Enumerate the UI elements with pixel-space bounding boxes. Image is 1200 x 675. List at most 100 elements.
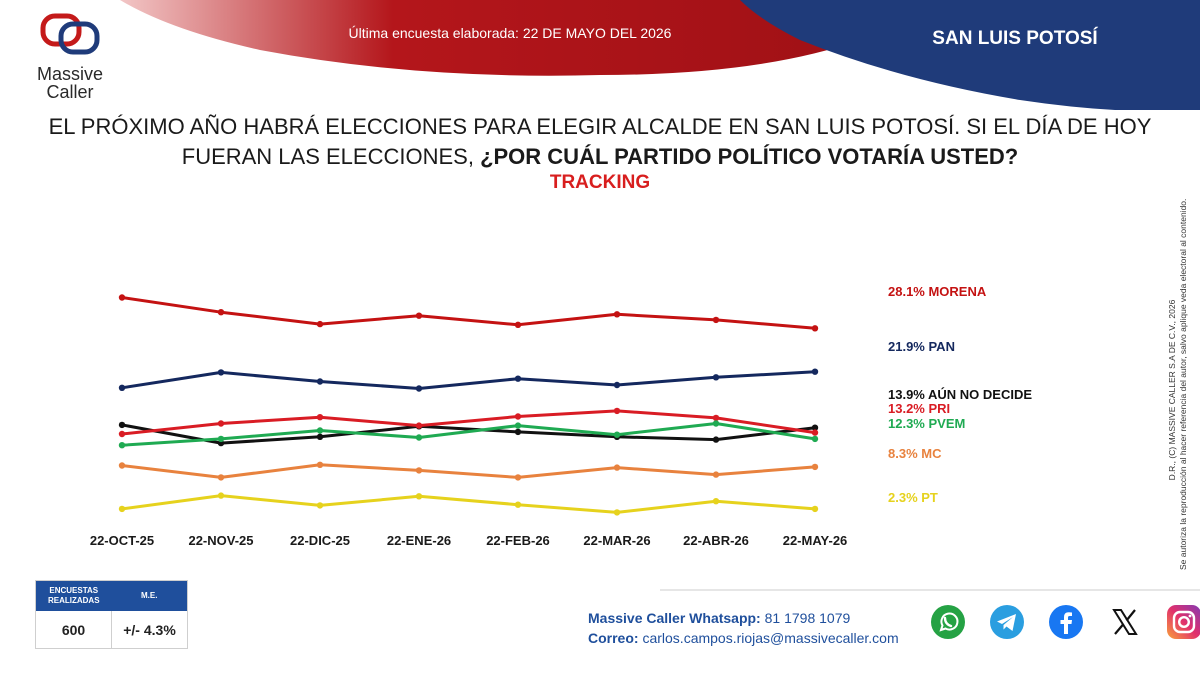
whatsapp-number[interactable]: 81 1798 1079 [764,610,851,626]
series-line [121,422,816,447]
data-point [712,436,720,443]
series-line [121,494,816,514]
data-point [118,294,126,301]
data-point [811,463,819,471]
series-label: 12.3% PVEM [888,416,965,431]
data-point [514,422,522,429]
series-label: 8.3% MC [888,446,942,461]
email-label: Correo: [588,630,639,646]
data-point [217,369,225,376]
survey-date: Última encuesta elaborada: 22 DE MAYO DE… [348,25,672,41]
data-point [316,378,324,385]
region-title: SAN LUIS POTOSÍ [932,28,1098,49]
data-point [316,427,324,434]
stats-value-margin: +/- 4.3% [123,621,176,638]
data-point [316,461,324,468]
x-tick-label: 22-FEB-26 [486,533,550,548]
footer-divider [660,589,1200,591]
data-point [613,381,621,389]
chart-subtitle: TRACKING [549,172,651,193]
logo-mark-icon [40,13,100,55]
series-line [121,463,816,479]
data-point [118,430,126,438]
email-address[interactable]: carlos.campos.riojas@massivecaller.com [642,630,899,646]
copyright-line2: Se autoriza la reproducción al hacer ref… [1178,198,1188,570]
series-label: 13.9% AÚN NO DECIDE [888,387,1032,402]
series-label: 2.3% PT [888,490,938,505]
series-line [121,370,816,390]
facebook-icon[interactable] [1046,602,1086,642]
data-point [415,312,423,319]
data-point [712,414,720,422]
data-point [514,375,522,382]
question-line2: FUERAN LAS ELECCIONES, ¿POR CUÁL PARTIDO… [20,142,1180,172]
stats-header-margin: M.E. [141,591,158,600]
data-point [118,442,126,449]
x-icon[interactable] [1105,602,1145,642]
logo-name-line2: Caller [46,82,94,102]
data-point [316,320,324,328]
data-point [316,414,324,421]
telegram-icon[interactable] [987,602,1027,642]
data-point [712,374,720,381]
data-point [217,474,225,481]
data-point [712,420,720,427]
data-point [316,433,324,440]
data-point [118,462,126,469]
massive-caller-logo: Massive Caller [30,10,110,102]
x-tick-label: 22-DIC-25 [290,533,350,548]
x-tick-label: 22-ABR-26 [683,533,749,548]
data-point [415,467,423,474]
data-point [613,431,621,438]
data-point [118,384,126,391]
whatsapp-label: Massive Caller Whatsapp: [588,610,761,626]
survey-stats-table: ENCUESTAS REALIZADAS M.E. 600 +/- 4.3% [35,580,188,649]
logo-name-line1: Massive [36,64,103,84]
data-point [811,435,819,443]
data-point [613,509,621,516]
data-point [415,422,423,429]
series-label: 13.2% PRI [888,401,950,416]
data-point [613,407,621,415]
data-point [217,435,225,443]
series-line [121,296,816,330]
data-point [514,321,522,328]
data-point [415,493,423,500]
x-tick-label: 22-MAY-26 [783,533,848,548]
contact-info: Massive Caller Whatsapp: 81 1798 1079 Co… [588,608,899,648]
data-point [811,429,819,436]
data-point [712,471,720,478]
instagram-icon[interactable] [1164,602,1200,642]
data-point [811,325,819,332]
x-tick-label: 22-MAR-26 [583,533,650,548]
data-point [217,309,225,316]
series-label: 28.1% MORENA [888,284,987,299]
x-tick-label: 22-OCT-25 [90,533,154,548]
data-point [514,474,522,481]
social-links [928,602,1200,642]
copyright-note: D.R., (C) MASSIVE CALLER S.A DE C.V., 20… [1160,198,1196,570]
header-banner [120,0,1200,110]
series-line [121,423,816,445]
data-point [415,385,423,392]
whatsapp-icon[interactable] [928,602,968,642]
data-point [217,420,225,427]
x-tick-label: 22-NOV-25 [188,533,253,548]
data-point [712,316,720,324]
data-point [514,413,522,420]
data-point [415,434,423,441]
question-line1: EL PRÓXIMO AÑO HABRÁ ELECCIONES PARA ELE… [48,114,1152,139]
data-point [811,368,819,375]
data-point [118,421,126,429]
data-point [613,464,621,471]
series-label: 21.9% PAN [888,339,955,354]
question-line2-bold: ¿POR CUÁL PARTIDO POLÍTICO VOTARÍA USTED… [480,144,1019,169]
question-line2-normal: FUERAN LAS ELECCIONES, [181,144,481,169]
data-point [712,498,720,505]
data-point [217,492,225,499]
x-tick-label: 22-ENE-26 [387,533,451,548]
data-point [811,424,819,431]
data-point [514,428,522,436]
stats-value-surveys: 600 [36,611,112,648]
